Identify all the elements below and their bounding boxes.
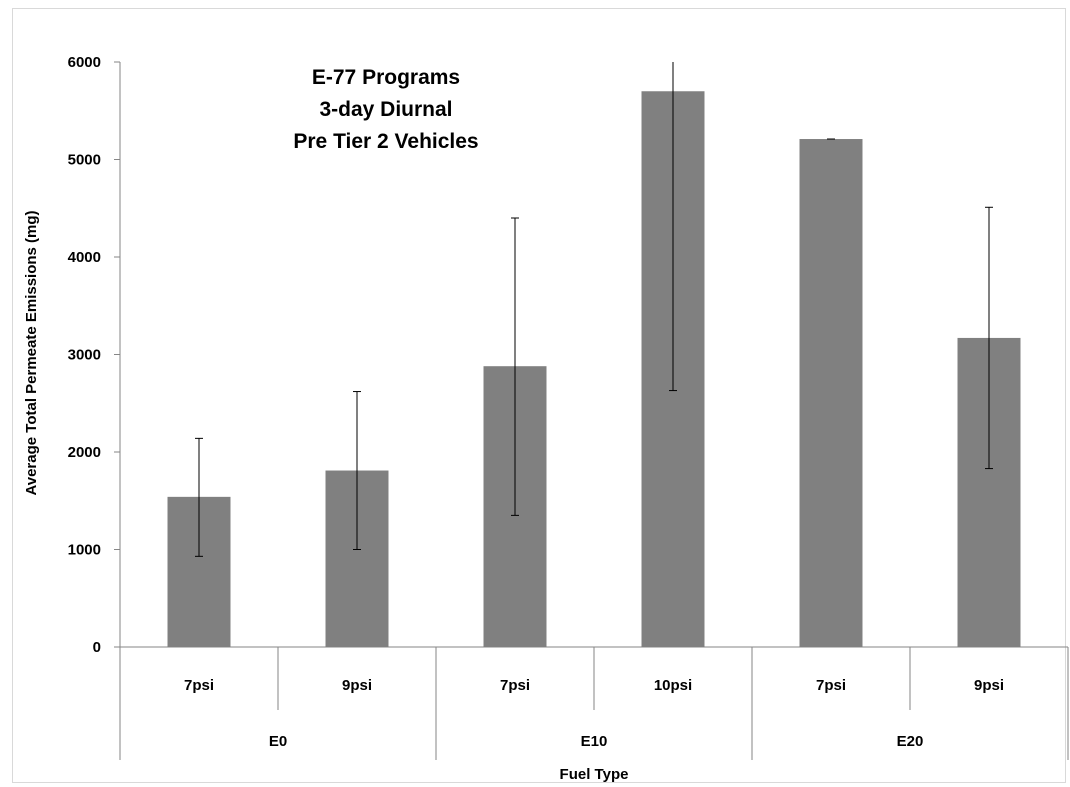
x-group-label: E10 (581, 733, 608, 750)
x-category-label: 7psi (500, 677, 530, 694)
bars (167, 91, 1021, 647)
x-category-label: 7psi (816, 677, 846, 694)
x-axis-title: Fuel Type (560, 766, 629, 783)
x-axis: 7psi 9psi 7psi 10psi 7psi 9psi E0 E10 E20 (119, 646, 1069, 760)
chart-title-line-3: Pre Tier 2 Vehicles (293, 130, 478, 153)
y-tick-label: 6000 (68, 54, 101, 71)
x-group-label: E0 (269, 733, 287, 750)
chart-title-line-2: 3-day Diurnal (319, 98, 452, 121)
chart-title-line-1: E-77 Programs (312, 66, 460, 89)
x-category-label: 7psi (184, 677, 214, 694)
y-tick-label: 4000 (68, 249, 101, 266)
bar (799, 139, 863, 647)
error-bars (195, 62, 993, 557)
y-tick-label: 5000 (68, 152, 101, 169)
y-tick-label: 0 (93, 639, 101, 656)
chart-title: E-77 Programs 3-day Diurnal Pre Tier 2 V… (293, 66, 478, 153)
y-tick-label: 1000 (68, 542, 101, 559)
y-axis-title: Average Total Permeate Emissions (mg) (23, 210, 40, 495)
x-category-label: 9psi (974, 677, 1004, 694)
x-group-label: E20 (897, 733, 924, 750)
x-category-label: 10psi (654, 677, 692, 694)
y-tick-label: 3000 (68, 347, 101, 364)
y-axis: 0 1000 2000 3000 4000 5000 6000 (68, 54, 121, 656)
y-tick-label: 2000 (68, 444, 101, 461)
x-category-label: 9psi (342, 677, 372, 694)
